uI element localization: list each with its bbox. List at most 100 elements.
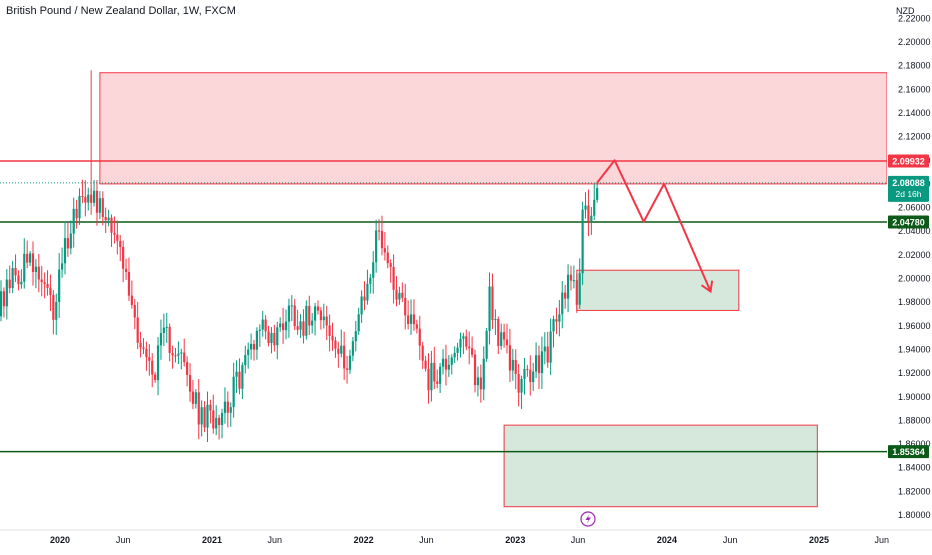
price-axis[interactable]: NZD 2.22000 2.20000 2.18000 2.16000 2.14000 2… <box>887 0 932 530</box>
candle-body <box>162 327 165 333</box>
candle-body <box>412 314 416 325</box>
candle-body <box>250 343 253 350</box>
candle-body <box>229 407 232 413</box>
candle-body <box>154 374 157 381</box>
candle-body <box>540 351 544 374</box>
candle-body <box>430 362 433 391</box>
candle-body <box>566 274 570 299</box>
candle-body <box>497 318 500 346</box>
candle-body <box>514 359 517 374</box>
candle-body <box>52 294 55 320</box>
candle-body <box>322 316 325 321</box>
projection-arrow-icon <box>700 280 714 294</box>
candle-body <box>290 305 293 307</box>
candle-body <box>302 321 305 336</box>
candle-body <box>331 335 334 341</box>
candle-body <box>546 346 549 363</box>
candle-body <box>279 323 282 328</box>
candle-body <box>372 262 375 278</box>
candle-body <box>8 279 11 289</box>
price-tick: 2.06000 <box>898 203 931 213</box>
candle-body <box>101 198 104 218</box>
candle-body <box>87 194 90 203</box>
candle-body <box>543 346 546 352</box>
candle-body <box>555 319 558 322</box>
candle-body <box>63 238 67 264</box>
candle-body <box>404 297 407 316</box>
candle-body <box>226 401 229 413</box>
time-axis[interactable]: 2020 Jun 2021 Jun 2022 Jun 2023 Jun 2024 Jun 2025 J… <box>0 529 932 545</box>
support-upper-price-label-bg <box>888 215 929 229</box>
candle-body <box>220 412 224 425</box>
candle-body <box>2 291 6 307</box>
candle-body <box>69 233 72 249</box>
candle-body <box>296 326 299 330</box>
candle-body <box>165 326 168 328</box>
candle-body <box>369 277 372 284</box>
candle-body <box>11 268 14 289</box>
candle-body <box>258 329 261 331</box>
candle-body <box>529 369 532 383</box>
price-tick: 2.12000 <box>898 132 931 142</box>
candle-body <box>377 230 381 232</box>
candle-body <box>465 336 468 347</box>
candle-body <box>197 392 200 425</box>
candle-body <box>5 279 8 307</box>
candle-body <box>43 282 46 284</box>
candle-body <box>494 318 497 320</box>
candle-body <box>212 410 215 429</box>
candle-body <box>31 253 35 273</box>
flash-icon[interactable] <box>580 511 596 527</box>
candle-body <box>159 332 163 346</box>
price-tick: 2.14000 <box>898 108 931 118</box>
candle-body <box>468 346 471 349</box>
demand-zone-upper[interactable] <box>576 269 740 311</box>
candle-body <box>441 358 445 367</box>
resistance-zone[interactable] <box>99 72 888 185</box>
candle-body <box>590 215 593 222</box>
candle-body <box>28 253 32 263</box>
candle-body <box>511 359 514 371</box>
time-tick: Jun <box>874 535 889 545</box>
candle-body <box>340 345 343 354</box>
candle-body <box>424 360 427 369</box>
candle-body <box>200 407 203 425</box>
candle-body <box>520 378 523 393</box>
candle-body <box>66 238 69 249</box>
candle-body <box>380 231 384 249</box>
candle-body <box>537 355 541 374</box>
candle-body <box>505 339 509 346</box>
candle-body <box>183 352 186 363</box>
candle-body <box>575 280 578 305</box>
candle-body <box>142 347 145 349</box>
candle-body <box>375 230 378 263</box>
candle-body <box>26 253 29 263</box>
time-tick: Jun <box>116 535 131 545</box>
candle-body <box>363 296 366 301</box>
time-tick: 2020 <box>50 535 70 545</box>
candle-body <box>345 368 349 370</box>
price-tick: 2.02000 <box>898 250 931 260</box>
candle-body <box>75 208 78 219</box>
candle-body <box>177 353 180 356</box>
candle-body <box>156 345 160 381</box>
candle-body <box>476 377 480 386</box>
candle-body <box>401 292 404 298</box>
price-axis-bg <box>887 0 932 530</box>
candle-body <box>116 234 119 241</box>
candle-body <box>122 246 125 269</box>
candle-body <box>453 352 456 358</box>
candle-body <box>572 280 575 282</box>
projection-path[interactable] <box>596 159 712 292</box>
candle-body <box>151 360 154 375</box>
candle-body <box>558 314 561 322</box>
candle-body <box>491 286 494 320</box>
time-tick: Jun <box>723 535 738 545</box>
time-tick: 2021 <box>202 535 222 545</box>
candle-body <box>473 354 477 386</box>
resistance-price-label-bg <box>888 154 929 168</box>
demand-zone-lower[interactable] <box>503 424 818 508</box>
candle-body <box>584 205 587 210</box>
